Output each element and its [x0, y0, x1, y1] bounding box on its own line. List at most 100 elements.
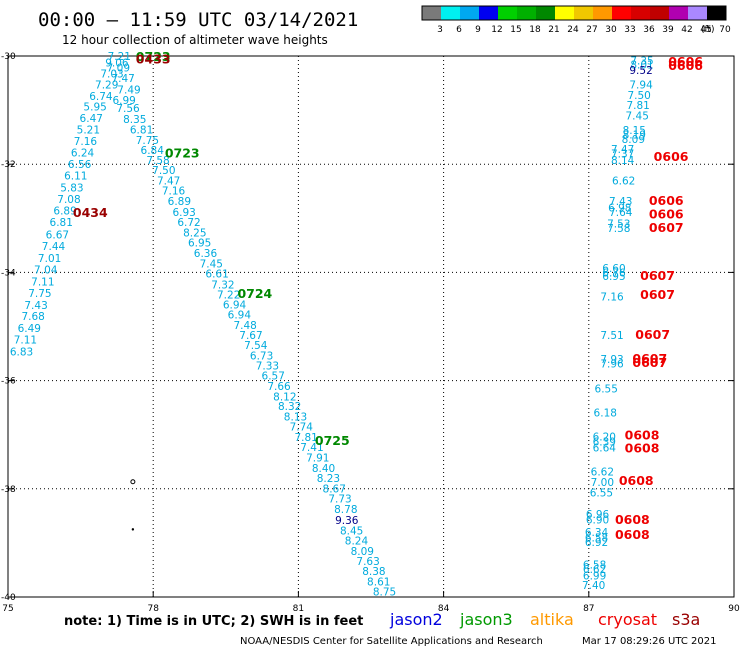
satellite-legend-jason3: jason3	[459, 610, 513, 629]
color-swatch	[688, 6, 707, 20]
swh-value-jason3: 7.63	[356, 556, 379, 568]
swh-value-jason3: 6.58	[583, 560, 606, 572]
swh-value-jason3: 6.95	[188, 238, 211, 250]
swh-value-jason3: 6.98	[608, 202, 631, 214]
color-scale-tick: 39	[662, 25, 674, 35]
swh-value-jason3: 7.44	[42, 241, 66, 253]
pass-time-label: 0608	[625, 441, 660, 456]
chart-subtitle: 12 hour collection of altimeter wave hei…	[62, 33, 328, 47]
swh-value-jason3: 7.35	[630, 55, 653, 67]
swh-value-jason3: 7.53	[607, 219, 630, 231]
swh-value-jason2: 9.52	[629, 65, 652, 77]
swh-value-jason3: 6.56	[68, 159, 92, 171]
swh-value-jason3: 7.94	[629, 80, 653, 92]
swh-value-jason3: 7.51	[600, 330, 623, 342]
swh-value-jason3: 6.74	[89, 91, 113, 103]
swh-value-jason3: 7.73	[328, 494, 351, 506]
swh-value-jason3: 7.37	[611, 148, 634, 160]
swh-value-jason3: 7.66	[267, 381, 291, 393]
pass-time-label: 0607	[640, 287, 675, 302]
pass-time-label: 0725	[315, 433, 350, 448]
swh-value-jason3: 7.56	[116, 103, 140, 115]
swh-value-jason3: 7.09	[107, 62, 130, 74]
pass-time-label: 0606	[654, 149, 689, 164]
color-swatch	[422, 6, 441, 20]
swh-values: 7.219.067.097.037.477.297.496.74 6.995.95…	[10, 51, 654, 599]
color-swatch	[555, 6, 574, 20]
x-tick-label: 78	[147, 604, 159, 614]
swh-value-jason3: 7.91	[306, 452, 329, 464]
swh-value-jason3: 6.58	[585, 532, 608, 544]
color-scale-legend: 3 6 9 12 15 18 21 24 27 30 33 36 39 42 45 70	[421, 5, 731, 35]
swh-value-jason3: 7.48	[233, 320, 256, 332]
color-swatch	[612, 6, 631, 20]
swh-value-jason3: 8.09	[622, 134, 645, 146]
swh-value-jason3: 7.33	[256, 360, 279, 372]
plot-frame	[7, 55, 735, 598]
swh-value-jason3: 7.00	[591, 477, 614, 489]
track-marker-circle	[130, 479, 136, 485]
swh-value-jason3: 7.16	[162, 186, 186, 198]
pass-time-label: 0607	[649, 220, 684, 235]
axis-ticks: 75 78 81 84 87 90 -30 -32 -34 -36 -38 -40	[1, 52, 740, 614]
swh-value-jason3: 6.55	[590, 488, 613, 500]
color-scale-tick: 70	[719, 25, 731, 35]
track-marker-dot	[131, 528, 135, 531]
swh-value-jason3: 7.22	[217, 290, 240, 302]
color-scale-tick: 42	[681, 25, 692, 35]
color-scale-tick: 33	[624, 25, 635, 35]
swh-value-jason3: 8.40	[312, 463, 335, 475]
color-scale-unit: (ft)	[701, 25, 715, 35]
swh-value-jason3: 7.45	[200, 259, 223, 271]
swh-value-jason3: 7.81	[294, 432, 317, 444]
swh-value-jason3: 6.24	[71, 147, 95, 159]
pass-time-label: 0606	[668, 54, 703, 69]
swh-value-jason3: 6.92	[585, 537, 608, 549]
swh-value-jason3: 7.03	[100, 68, 123, 80]
swh-value-jason3: 8.38	[362, 566, 385, 578]
color-scale-tick: 3	[437, 25, 443, 35]
color-scale-tick: 36	[643, 25, 655, 35]
swh-value-jason3: 7.11	[14, 334, 37, 346]
swh-value-jason3: 6.90	[586, 515, 609, 527]
swh-value-jason3: 8.32	[278, 401, 301, 413]
footer-note: note: 1) Time is in UTC; 2) SWH is in fe…	[64, 614, 363, 629]
swh-value-jason3: 6.94	[228, 310, 252, 322]
x-tick-label: 84	[438, 604, 450, 614]
swh-value-jason3: 6.89	[53, 206, 76, 218]
swh-value-jason3: 8.14	[611, 155, 635, 167]
color-swatch	[441, 6, 460, 20]
swh-value-jason3: 7.04	[34, 265, 58, 277]
color-scale-tick: 21	[548, 25, 559, 35]
swh-value-jason3: 8.45	[340, 525, 363, 537]
color-scale-tick: 9	[475, 25, 481, 35]
swh-value-jason3: 7.41	[300, 442, 323, 454]
x-tick-label: 75	[2, 604, 13, 614]
pass-time-label: 0607	[635, 327, 670, 342]
swh-value-jason3: 8.13	[284, 411, 307, 423]
x-tick-label: 87	[583, 604, 594, 614]
swh-value-jason3: 8.61	[367, 576, 390, 588]
swh-value-jason3: 8.23	[317, 473, 340, 485]
swh-value-jason3: 6.89	[168, 196, 191, 208]
color-swatch	[460, 6, 479, 20]
swh-value-jason3: 7.64	[609, 207, 633, 219]
swh-value-jason3: 6.72	[177, 217, 200, 229]
swh-value-jason3: 6.81	[130, 125, 153, 137]
swh-value-jason3: 7.47	[611, 144, 634, 156]
x-tick-label: 81	[293, 604, 304, 614]
y-tick-label: -38	[1, 485, 16, 495]
color-scale-tick: 15	[510, 25, 521, 35]
swh-value-jason3: 7.08	[57, 194, 80, 206]
track-markers	[130, 479, 136, 531]
swh-value-jason3: 7.75	[28, 288, 51, 300]
pass-time-label: 0723	[165, 145, 200, 160]
swh-value-jason3: 7.50	[152, 165, 175, 177]
swh-value-jason3: 6.57	[262, 371, 285, 383]
colorbar-border	[421, 5, 727, 21]
swh-value-jason3: 7.75	[136, 135, 159, 147]
swh-value-jason3: 5.83	[60, 182, 83, 194]
swh-value-jason3: 7.68	[21, 311, 44, 323]
swh-value-jason3: 8.12	[273, 391, 296, 403]
swh-value-jason3: 7.43	[609, 196, 632, 208]
